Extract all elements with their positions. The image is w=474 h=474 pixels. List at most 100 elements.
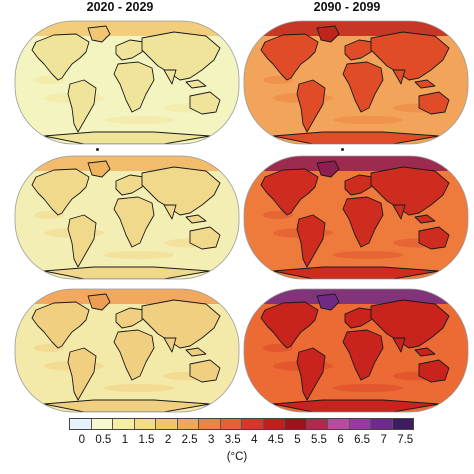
continent-outline xyxy=(344,39,374,61)
temperature-anomaly-patch xyxy=(104,251,174,259)
continent-outline xyxy=(185,214,207,224)
continent-outline xyxy=(342,329,384,381)
colorbar-swatch xyxy=(113,419,135,429)
continent-outline xyxy=(141,31,221,81)
map-frame xyxy=(243,288,469,413)
continent-outline xyxy=(260,33,319,81)
colorbar-swatch xyxy=(349,419,371,429)
continent-outline xyxy=(414,79,436,89)
continent-outline xyxy=(316,25,340,43)
colorbar-tick-label: 2 xyxy=(164,434,172,446)
arctic-region xyxy=(244,289,468,304)
colorbar-tick-label: 0.5 xyxy=(95,434,112,446)
map-frame xyxy=(243,155,469,280)
temperature-map-2020s-row-1 xyxy=(14,20,240,145)
continent-outline xyxy=(115,307,145,329)
continent-outline xyxy=(316,160,340,178)
colorbar-tick-label: 1.5 xyxy=(138,434,155,446)
colorbar-tick-label: 0 xyxy=(78,434,85,446)
colorbar-swatch xyxy=(220,419,242,429)
continent-outline xyxy=(370,31,450,81)
temperature-map-2090s-row-1 xyxy=(243,20,469,145)
continent-outline xyxy=(31,33,90,81)
temperature-map-2020s-row-2 xyxy=(14,155,240,280)
continent-outline xyxy=(87,293,111,311)
continent-outline xyxy=(418,359,450,383)
column-title-2090-2099: 2090 - 2099 xyxy=(313,0,381,14)
continent-outline xyxy=(115,39,145,61)
continent-outline xyxy=(67,79,97,133)
continent-outline xyxy=(87,25,111,43)
continent-outline xyxy=(189,226,221,250)
colorbar-tick-label: 2.5 xyxy=(181,434,198,446)
continent-outline xyxy=(189,359,221,383)
continent-outline xyxy=(296,79,326,133)
continent-outline xyxy=(418,226,450,250)
colorbar-swatch xyxy=(306,419,328,429)
continent-outline xyxy=(163,337,177,353)
arctic-region xyxy=(244,156,468,171)
colorbar-swatch xyxy=(371,419,393,429)
continent-outline xyxy=(260,168,319,216)
continent-outline xyxy=(392,69,406,85)
continent-outline xyxy=(414,214,436,224)
colorbar-swatch xyxy=(392,419,413,429)
colorbar-swatch xyxy=(156,419,178,429)
arctic-region xyxy=(15,21,239,36)
continent-outline xyxy=(316,293,340,311)
temperature-anomaly-patch xyxy=(333,384,403,392)
temperature-anomaly-patch xyxy=(104,384,174,392)
colorbar-tick-label: 7 xyxy=(380,434,387,446)
continent-outline xyxy=(185,347,207,357)
continent-outline xyxy=(141,299,221,349)
colorbar-swatch xyxy=(134,419,156,429)
colorbar-unit-label: (°C) xyxy=(226,451,248,463)
continent-outline xyxy=(392,204,406,220)
continent-outline xyxy=(342,61,384,113)
separator-dot xyxy=(96,148,99,151)
arctic-region xyxy=(15,156,239,171)
temperature-map-2090s-row-3 xyxy=(243,288,469,413)
continent-outline xyxy=(418,91,450,115)
temperature-map-2020s-row-3 xyxy=(14,288,240,413)
colorbar-tick-labels: 0 0.5 1 1.5 2 2.5 3 3.5 4 4.5 5 5.5 6 6.5 7 7.5 xyxy=(0,434,474,450)
continent-outline xyxy=(31,301,90,349)
continent-outline xyxy=(31,168,90,216)
separator-dot xyxy=(341,148,344,151)
continent-outline xyxy=(163,69,177,85)
continent-outline xyxy=(296,214,326,268)
continent-outline xyxy=(115,174,145,196)
colorbar-tick-label: 6 xyxy=(337,434,344,446)
colorbar-swatch xyxy=(177,419,199,429)
map-frame xyxy=(14,20,240,145)
column-title-2020-2029: 2020 - 2029 xyxy=(86,0,154,14)
continent-outline xyxy=(189,91,221,115)
temperature-colorbar xyxy=(69,418,414,430)
continent-outline xyxy=(370,166,450,216)
continent-outline xyxy=(67,214,97,268)
colorbar-tick-label: 5 xyxy=(294,434,301,446)
arctic-region xyxy=(244,21,468,36)
colorbar-tick-label: 1 xyxy=(121,434,129,446)
colorbar-swatch xyxy=(242,419,264,429)
continent-outline xyxy=(296,347,326,401)
colorbar-tick-label: 7.5 xyxy=(397,434,414,446)
continent-outline xyxy=(344,174,374,196)
temperature-anomaly-patch xyxy=(333,251,403,259)
colorbar-swatch xyxy=(70,419,92,429)
temperature-anomaly-patch xyxy=(104,116,174,124)
continent-outline xyxy=(113,196,155,248)
temperature-anomaly-patch xyxy=(333,116,403,124)
continent-outline xyxy=(392,337,406,353)
continent-outline xyxy=(67,347,97,401)
colorbar-tick-label: 3.5 xyxy=(224,434,241,446)
temperature-map-2090s-row-2 xyxy=(243,155,469,280)
continent-outline xyxy=(113,329,155,381)
continent-outline xyxy=(260,301,319,349)
continent-outline xyxy=(370,299,450,349)
colorbar-tick-label: 6.5 xyxy=(354,434,371,446)
map-frame xyxy=(243,20,469,145)
colorbar-tick-label: 3 xyxy=(207,434,215,446)
colorbar-swatch xyxy=(91,419,113,429)
continent-outline xyxy=(414,347,436,357)
